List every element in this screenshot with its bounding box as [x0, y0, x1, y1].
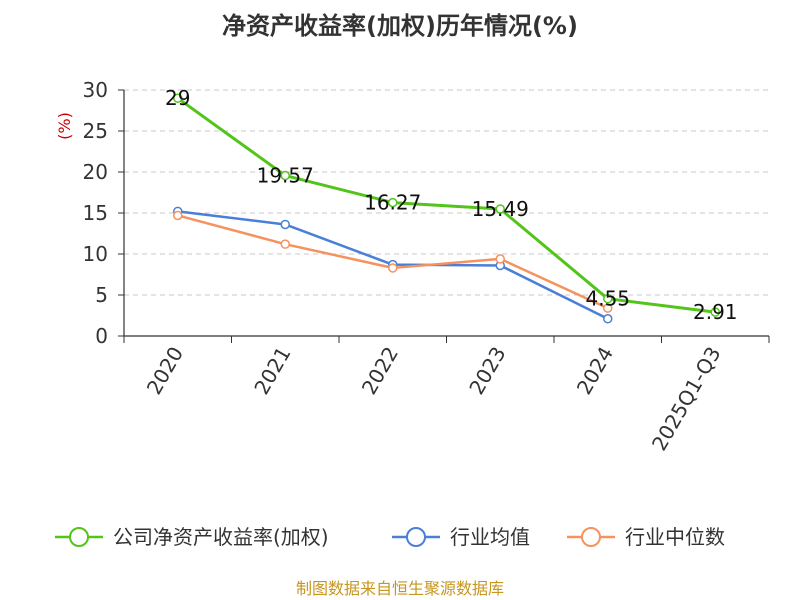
data-label: 15.49 — [472, 197, 529, 221]
x-tick-label: 2021 — [249, 343, 295, 399]
data-label: 2.91 — [693, 300, 738, 324]
series-line — [176, 96, 716, 314]
data-label: 16.27 — [364, 191, 421, 215]
data-labels: 29 19.57 16.27 15.49 4.55 2.91 — [165, 86, 737, 324]
x-tick-label: 2020 — [142, 343, 188, 399]
series-lines — [173, 93, 720, 324]
y-tick-label: 30 — [83, 78, 108, 102]
x-tick-label: 2022 — [357, 343, 403, 399]
legend-label: 公司净资产收益率(加权) — [113, 525, 329, 549]
y-tick-label: 5 — [95, 283, 108, 307]
data-point — [603, 303, 613, 313]
legend-marker — [69, 527, 89, 547]
data-point — [173, 93, 183, 103]
data-point — [280, 170, 290, 181]
y-tick-label: 25 — [83, 119, 108, 143]
data-point — [173, 210, 183, 221]
legend-marker — [406, 527, 426, 547]
x-tick-label: 2024 — [572, 343, 618, 399]
data-point — [388, 263, 398, 273]
x-tick-label: 2023 — [464, 343, 510, 399]
y-tick-label: 0 — [95, 324, 108, 348]
data-label: 29 — [165, 86, 190, 110]
data-point — [280, 219, 290, 230]
y-tick-label: 10 — [83, 242, 108, 266]
data-point — [603, 314, 613, 324]
data-label: 4.55 — [585, 287, 630, 311]
source-note: 制图数据来自恒生聚源数据库 — [296, 579, 504, 598]
y-axis-label: (%) — [55, 112, 74, 140]
data-point — [710, 307, 720, 317]
legend-label: 行业均值 — [450, 525, 530, 549]
data-point — [280, 239, 290, 249]
chart-title: 净资产收益率(加权)历年情况(%) — [222, 12, 578, 40]
data-point — [495, 254, 505, 264]
legend-label: 行业中位数 — [625, 525, 725, 549]
y-tick-label: 20 — [83, 160, 108, 184]
y-tick-label: 15 — [83, 201, 108, 225]
data-label: 19.57 — [257, 164, 314, 188]
data-point — [603, 293, 613, 304]
legend-marker — [581, 527, 601, 547]
data-point — [388, 197, 398, 208]
data-point — [495, 204, 505, 214]
legend: 公司净资产收益率(加权) 行业均值 行业中位数 — [55, 525, 725, 549]
x-tick-label: 2025Q1-Q3 — [647, 343, 726, 455]
